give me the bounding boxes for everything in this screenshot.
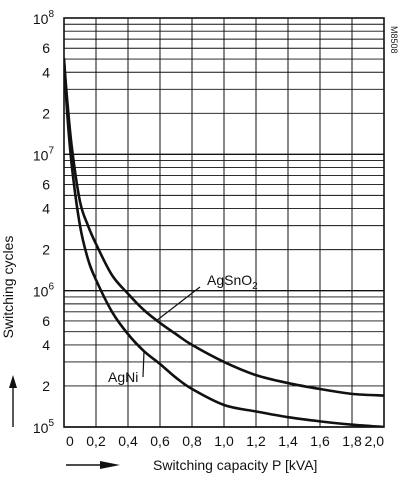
series-labels: AgSnO2 AgNi (108, 272, 258, 385)
y-tick-label: 6 (42, 313, 50, 329)
x-tick-label: 0 (66, 433, 74, 449)
x-tick-label: 0,4 (118, 433, 138, 449)
grid (63, 18, 385, 428)
series-line-agsno2 (64, 57, 384, 397)
x-tick-label: 0,8 (182, 433, 202, 449)
y-tick-label: 6 (42, 177, 50, 193)
y-tick-label: 4 (42, 201, 50, 217)
plot-frame (63, 17, 385, 428)
y-tick-label: 105 (33, 418, 55, 436)
leader-line-agsno2 (156, 286, 201, 321)
series-label-agni: AgNi (108, 369, 138, 385)
y-axis-title: Switching cycles (0, 236, 16, 339)
y-tick-label: 108 (33, 9, 55, 27)
y-axis-arrow (9, 375, 17, 427)
y-tick-label: 106 (33, 282, 55, 300)
y-tick-label: 107 (33, 145, 55, 163)
y-tick-label: 4 (42, 64, 50, 80)
leader-line-agni (142, 351, 145, 378)
series-label-agsno2: AgSnO2 (207, 272, 258, 292)
y-tick-labels: 105 2 4 6 106 2 4 6 107 2 4 6 108 (33, 9, 55, 436)
x-tick-label: 2,0 (365, 433, 385, 449)
series-line-agni (64, 57, 384, 427)
x-tick-label: 0,2 (86, 433, 106, 449)
y-tick-label: 2 (42, 242, 50, 258)
x-axis-arrow (66, 461, 120, 469)
x-tick-label: 1,8 (342, 433, 362, 449)
y-tick-label: 4 (42, 337, 50, 353)
x-tick-label: 0,6 (150, 433, 170, 449)
x-tick-label: 1,0 (214, 433, 234, 449)
x-axis-title: Switching capacity P [kVA] (153, 457, 317, 473)
figure-reference-code: M8508 (389, 26, 399, 54)
y-tick-label: 6 (42, 40, 50, 56)
y-tick-label: 2 (42, 105, 50, 121)
y-tick-label: 2 (42, 378, 50, 394)
x-tick-label: 1,6 (310, 433, 330, 449)
series-layer (64, 57, 384, 427)
x-tick-label: 1,2 (246, 433, 266, 449)
x-tick-label: 1,4 (278, 433, 298, 449)
leader-lines (142, 286, 201, 378)
x-tick-labels: 0 0,2 0,4 0,6 0,8 1,0 1,2 1,4 1,6 1,8 2,0 (66, 433, 384, 449)
